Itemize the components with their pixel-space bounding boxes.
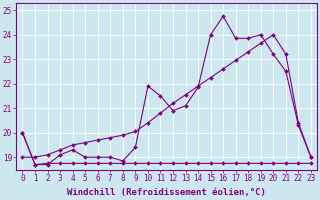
X-axis label: Windchill (Refroidissement éolien,°C): Windchill (Refroidissement éolien,°C): [67, 188, 266, 197]
